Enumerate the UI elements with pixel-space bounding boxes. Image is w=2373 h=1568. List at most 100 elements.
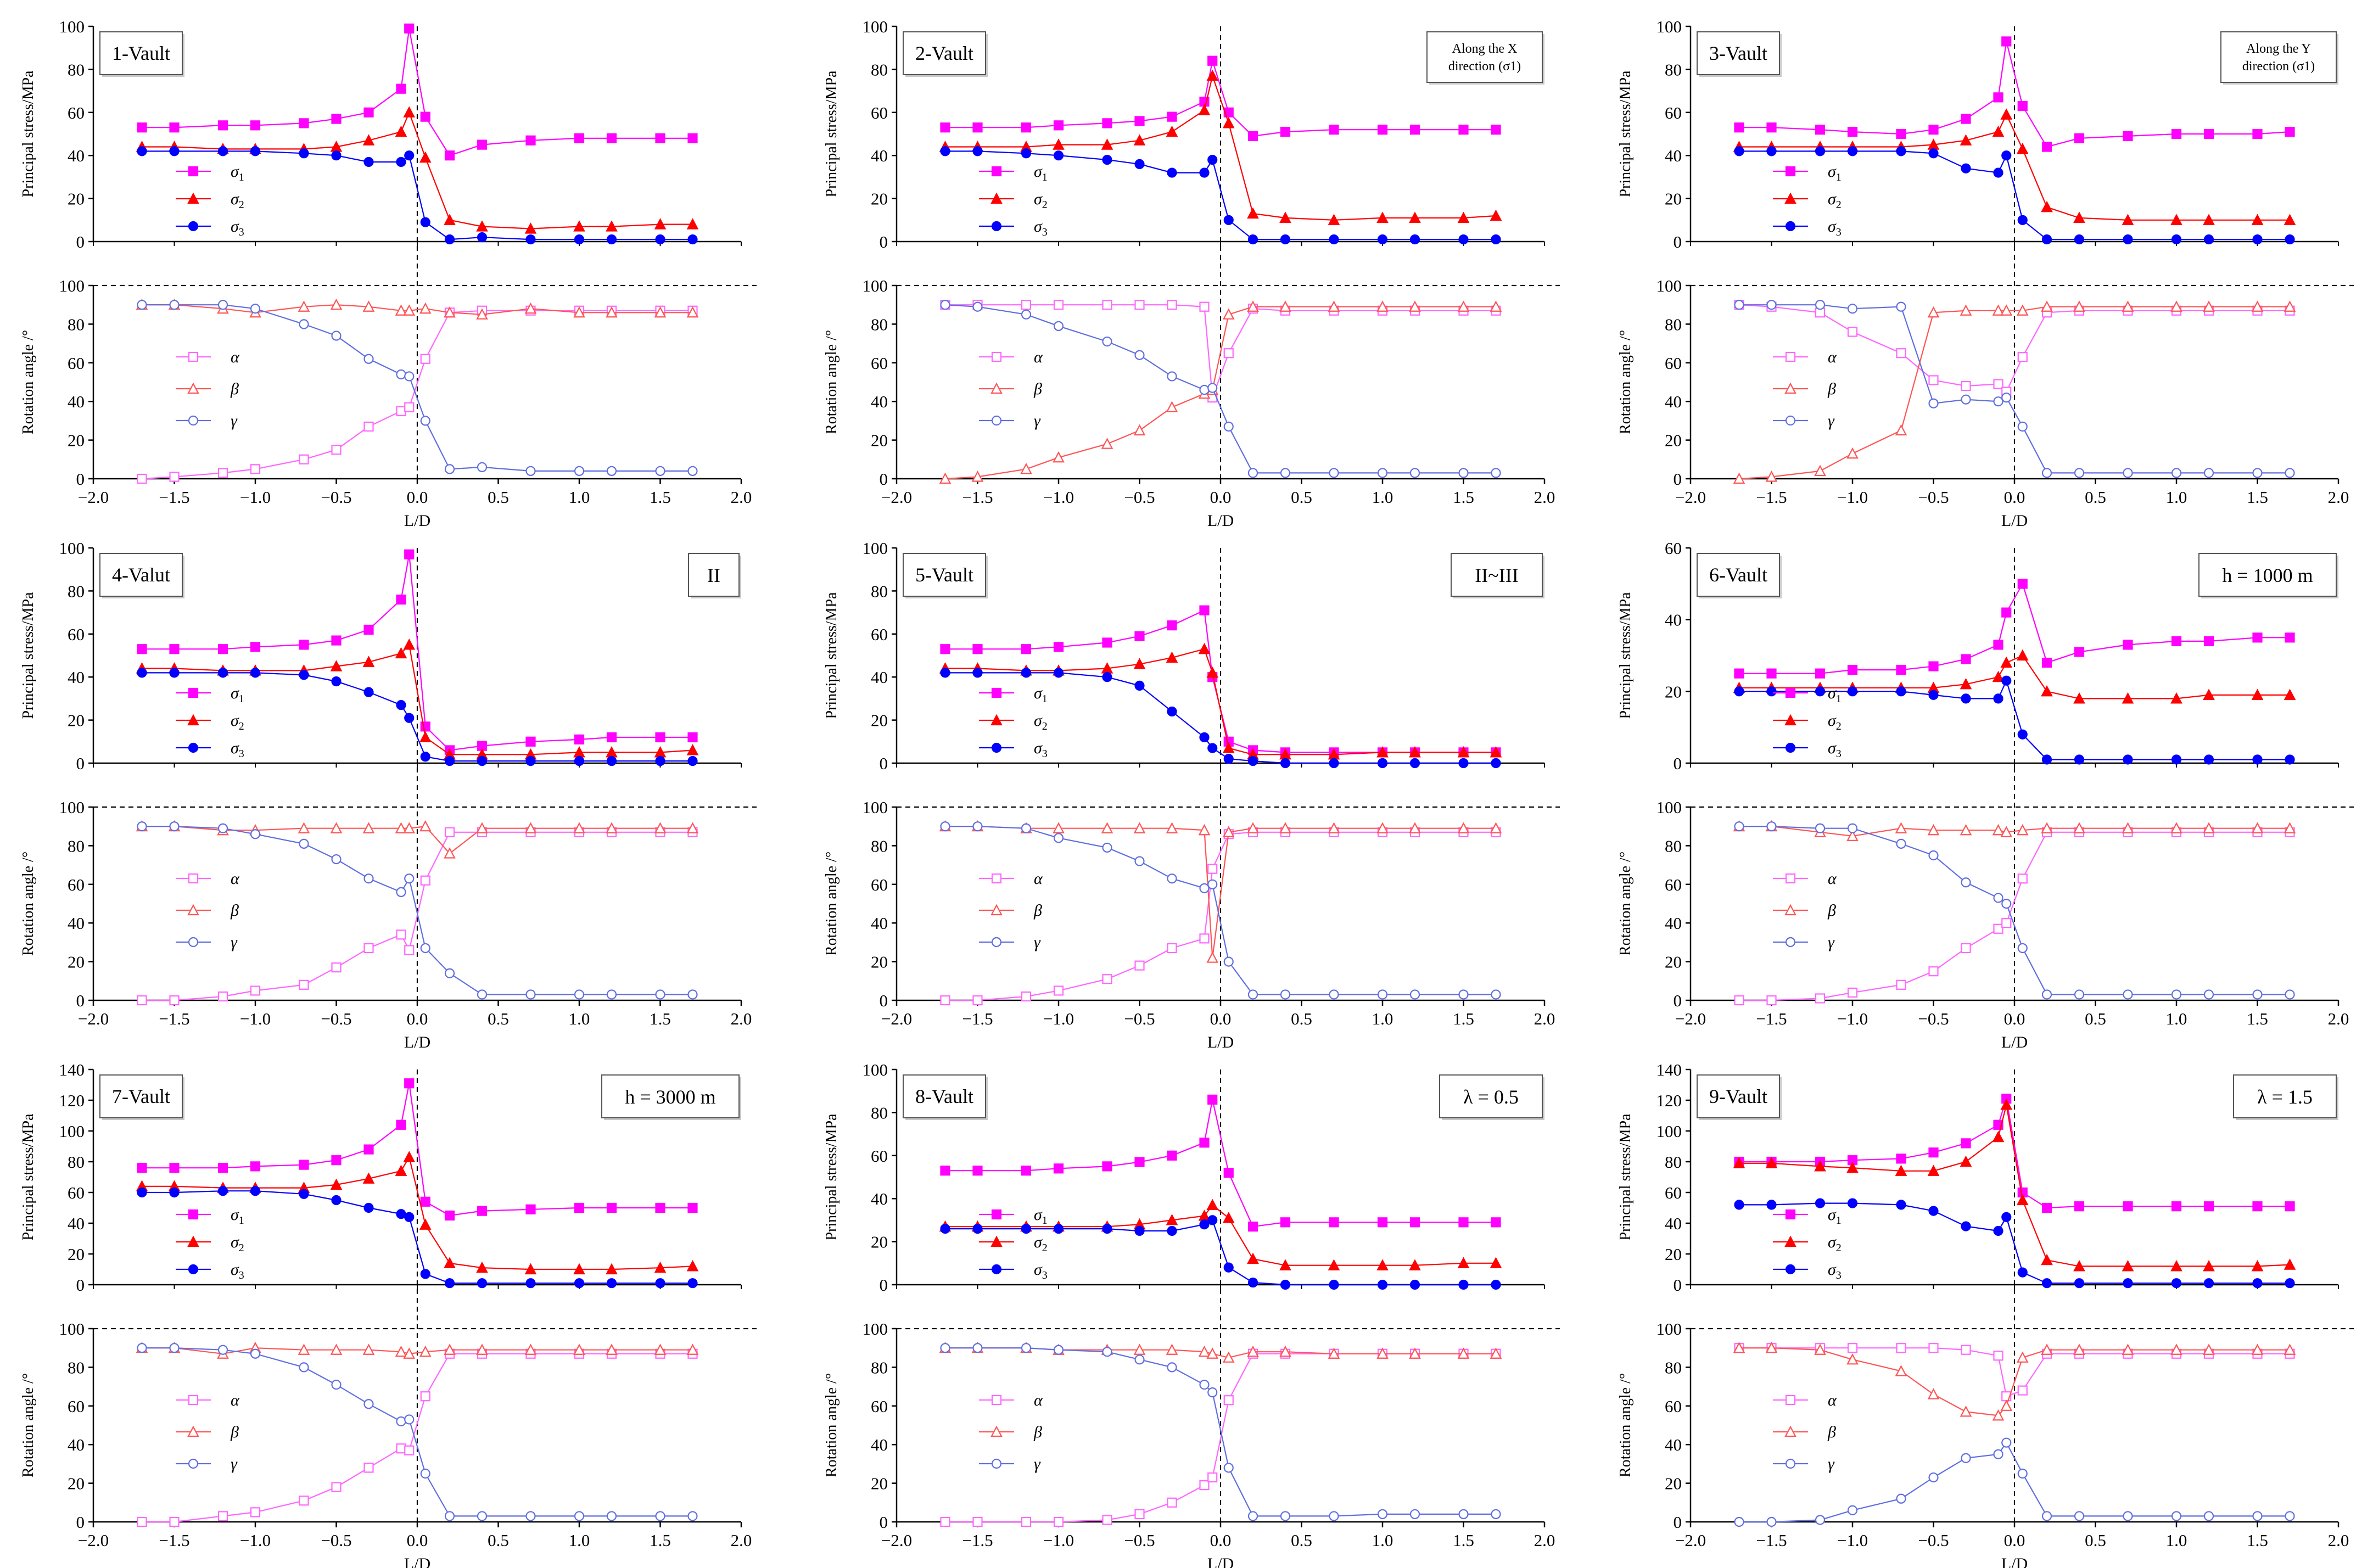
title-box <box>903 1074 986 1118</box>
data-point <box>2016 1194 2029 1206</box>
data-point <box>1928 1147 1939 1158</box>
title-text: 2-Vault <box>915 42 973 64</box>
data-point <box>2203 468 2214 478</box>
chart-title: 1-Vault <box>99 31 184 77</box>
data-point <box>654 1343 667 1355</box>
data-point <box>2203 688 2215 700</box>
data-point <box>1053 822 1065 833</box>
x-axis-ticks: −2.0 −1.5 −1.0 −0.5 0.0 0.5 1.0 1.5 2.0 L/D <box>78 1285 752 1568</box>
data-point <box>1993 167 2003 178</box>
data-point <box>573 1263 585 1275</box>
data-point <box>2171 636 2182 646</box>
data-point <box>2203 636 2214 646</box>
data-point <box>1992 824 2005 836</box>
data-point <box>1329 234 1339 245</box>
data-point <box>1102 336 1112 347</box>
title-text: 3-Vault <box>1709 42 1767 64</box>
data-point <box>524 222 537 234</box>
data-point <box>2285 126 2295 137</box>
data-point <box>606 466 617 477</box>
rotation-legend: αβγ <box>1773 1391 1837 1473</box>
data-point <box>1409 1279 1420 1290</box>
data-point <box>403 106 416 117</box>
data-point <box>1247 1511 1258 1521</box>
data-point <box>2000 656 2013 668</box>
x-tick-label: 0.0 <box>1210 1009 1232 1028</box>
data-point <box>1222 826 1235 837</box>
data-point <box>2285 989 2295 1000</box>
data-point <box>404 549 415 559</box>
legend-marker <box>991 1264 1002 1275</box>
data-point <box>1207 1387 1218 1398</box>
y-tick-label: 80 <box>1665 1358 1682 1377</box>
data-point <box>1166 125 1178 137</box>
data-point <box>1960 304 1972 316</box>
data-point <box>1376 1347 1389 1359</box>
data-point <box>1896 348 1906 359</box>
y-tick-label: 40 <box>68 146 85 165</box>
data-point <box>363 354 374 364</box>
data-point <box>299 640 309 650</box>
legend-marker <box>991 937 1002 948</box>
data-point <box>2251 822 2264 833</box>
stress-series-0 <box>1734 579 2295 679</box>
data-point <box>298 822 310 833</box>
data-point <box>1896 1153 1906 1164</box>
data-point <box>1199 732 1210 743</box>
data-point <box>331 1155 342 1166</box>
data-point <box>1101 138 1113 150</box>
stress-axes: 0 20 40 60 80 100 Principal stress/MPa <box>823 17 1544 251</box>
y-tick-label: 80 <box>68 581 85 601</box>
data-point <box>2171 468 2182 478</box>
data-point <box>2122 822 2134 833</box>
data-point <box>1247 989 1258 1000</box>
data-point <box>2000 1099 2013 1110</box>
data-point <box>940 122 950 133</box>
y-tick-label: 100 <box>863 276 888 295</box>
data-point <box>477 989 488 1000</box>
data-point <box>1733 472 1745 484</box>
x-axis-title: L/D <box>2001 1555 2028 1568</box>
data-point <box>1206 1347 1219 1359</box>
data-point <box>574 133 585 143</box>
data-point <box>1102 1515 1112 1525</box>
data-point <box>444 234 455 245</box>
data-point <box>1102 154 1112 165</box>
data-point <box>1993 893 2003 903</box>
legend-label: α <box>231 1391 240 1409</box>
data-point <box>1053 451 1065 463</box>
data-point <box>606 1511 617 1521</box>
x-tick-label: −0.5 <box>321 1531 351 1550</box>
data-point <box>2074 754 2085 765</box>
y-tick-label: 100 <box>863 1060 888 1079</box>
data-point <box>1457 211 1470 223</box>
data-point <box>1167 1150 1177 1161</box>
data-point <box>419 1218 432 1230</box>
x-tick-label: −0.5 <box>321 488 351 507</box>
y-axis-title: Principal stress/MPa <box>1617 1113 1634 1241</box>
data-point <box>298 1343 310 1355</box>
data-point <box>169 1163 180 1173</box>
data-point <box>217 1345 228 1355</box>
data-point <box>972 1343 983 1353</box>
stress-series-2 <box>940 1215 1501 1290</box>
legend-marker <box>991 351 1002 362</box>
data-point <box>331 854 342 865</box>
data-point <box>2001 898 2012 909</box>
data-point <box>1377 758 1388 769</box>
x-tick-label: −0.5 <box>1124 1009 1155 1028</box>
rotation-axes: 0 20 40 60 80 100 Rotation angle /° <box>20 276 741 489</box>
data-point <box>1815 1198 1826 1208</box>
x-tick-label: −1.0 <box>1043 1009 1074 1028</box>
x-axis-title: L/D <box>1207 1033 1234 1051</box>
data-point <box>2170 822 2182 833</box>
data-point <box>169 995 180 1006</box>
data-point <box>250 1186 261 1196</box>
legend-marker <box>991 873 1002 884</box>
legend-label: α <box>1034 870 1043 888</box>
data-point <box>972 668 983 678</box>
data-point <box>2251 214 2264 225</box>
data-point <box>1815 300 1826 310</box>
rotation-legend: αβγ <box>1773 348 1837 430</box>
data-point <box>1846 1161 1859 1173</box>
